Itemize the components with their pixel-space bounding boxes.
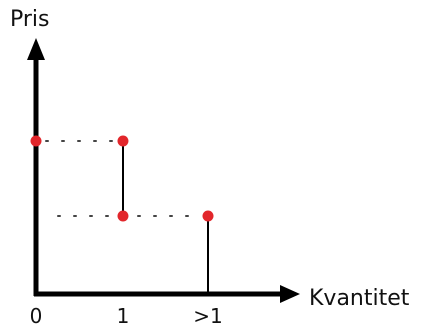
x-tick-label-1: 1 (117, 304, 130, 327)
x-axis-arrow-icon (280, 285, 300, 303)
x-tick-label-2: >1 (193, 304, 222, 327)
point-price-low-q1 (117, 210, 129, 222)
point-price-low-q2 (202, 210, 214, 222)
y-axis-label: Pris (10, 7, 50, 32)
x-tick-label-0: 0 (30, 304, 43, 327)
point-price-high-q1 (117, 135, 129, 147)
point-price-high-q0 (30, 135, 42, 147)
x-axis-label: Kvantitet (309, 286, 410, 311)
y-axis-arrow-icon (27, 38, 45, 60)
